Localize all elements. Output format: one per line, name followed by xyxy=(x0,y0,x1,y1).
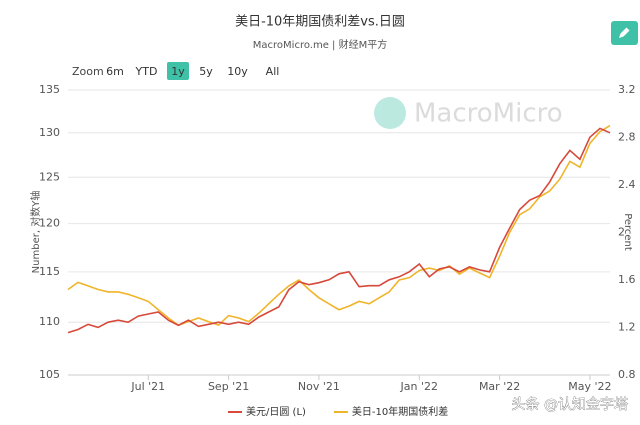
y2-tick-label: 1.2 xyxy=(618,321,636,334)
y2-tick-label: 2.8 xyxy=(618,131,636,144)
range-button[interactable]: YTD xyxy=(135,65,158,78)
x-tick-label: Jan '22 xyxy=(400,380,438,393)
zoom-label: Zoom xyxy=(72,65,104,78)
range-button-label[interactable]: 6m xyxy=(106,65,124,78)
range-button[interactable]: 1y xyxy=(167,62,189,80)
y-tick-label: 120 xyxy=(39,217,60,230)
watermark-logo xyxy=(374,97,406,129)
legend-label[interactable]: 美日-10年期国债利差 xyxy=(352,405,448,418)
watermark: MacroMicro xyxy=(374,97,563,129)
chart-subtitle: MacroMicro.me | 财经M平方 xyxy=(253,38,387,51)
legend-item[interactable]: 美元/日圆 (L) xyxy=(228,405,306,418)
y2-tick-label: 0.8 xyxy=(618,368,636,381)
x-tick-label: May '22 xyxy=(568,380,611,393)
y2-tick-label: 2.4 xyxy=(618,178,636,191)
y2-tick-label: 1.6 xyxy=(618,273,636,286)
chart-title: 美日-10年期国债利差vs.日圆 xyxy=(235,15,405,30)
y-tick-label: 110 xyxy=(39,315,60,328)
x-tick-label: Nov '21 xyxy=(298,380,340,393)
range-button[interactable]: 5y xyxy=(199,65,213,78)
y-tick-label: 105 xyxy=(39,368,60,381)
y2-tick-label: 2 xyxy=(618,226,625,239)
series-line xyxy=(67,124,611,327)
range-button-label[interactable]: 5y xyxy=(199,65,213,78)
y-tick-label: 115 xyxy=(39,265,60,278)
range-button-label[interactable]: YTD xyxy=(135,65,158,78)
edit-button[interactable] xyxy=(611,21,638,45)
range-button[interactable]: All xyxy=(266,65,280,78)
watermark-text: MacroMicro xyxy=(414,99,563,129)
x-tick-label: Jul '21 xyxy=(130,380,165,393)
range-button[interactable]: 10y xyxy=(227,65,248,78)
y-tick-label: 125 xyxy=(39,170,60,183)
x-tick-label: Sep '21 xyxy=(208,380,249,393)
range-button-active[interactable] xyxy=(167,62,189,80)
y-axis-label: Number, 对数Y轴 xyxy=(29,191,42,274)
y-tick-label: 135 xyxy=(39,83,60,96)
range-button[interactable]: 6m xyxy=(106,65,124,78)
edit-icon[interactable] xyxy=(619,27,630,39)
y2-tick-label: 3.2 xyxy=(618,83,636,96)
legend-item[interactable]: 美日-10年期国债利差 xyxy=(333,405,448,418)
range-button-label[interactable]: 1y xyxy=(171,65,185,78)
range-button-label[interactable]: 10y xyxy=(227,65,248,78)
x-tick-label: Mar '22 xyxy=(479,380,520,393)
y2-axis-label: Percent xyxy=(622,213,633,251)
legend-label[interactable]: 美元/日圆 (L) xyxy=(246,405,306,418)
range-button-label[interactable]: All xyxy=(266,65,280,78)
y-tick-label: 130 xyxy=(39,126,60,139)
footer-watermark: 头条 @认知金字塔 xyxy=(512,396,628,413)
series-line xyxy=(67,127,611,334)
